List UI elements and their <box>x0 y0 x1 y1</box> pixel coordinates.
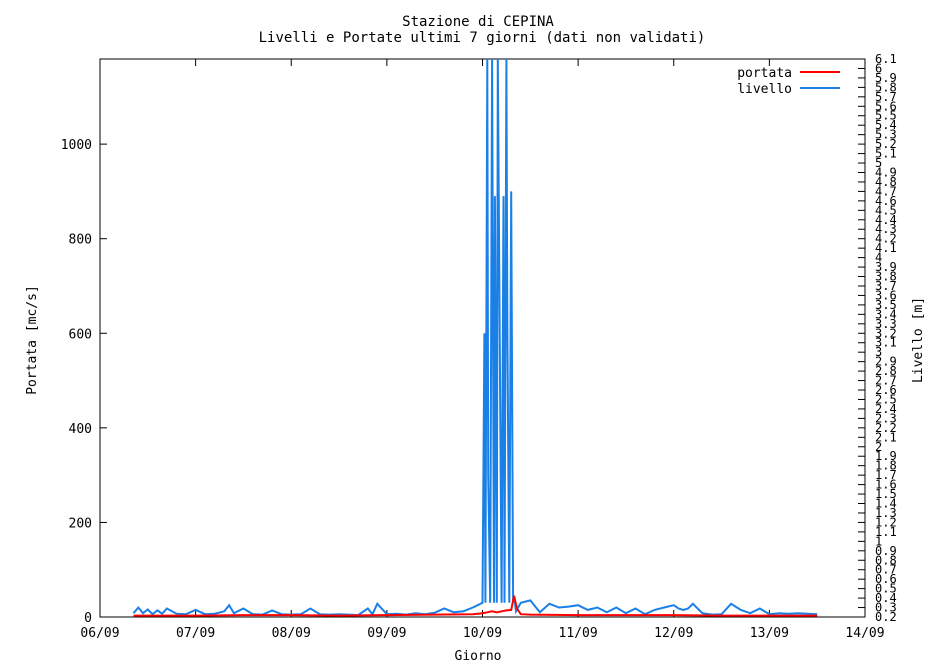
y2-tick-label: 3.2 <box>875 326 897 340</box>
y2-tick-label: 1.6 <box>875 478 897 492</box>
legend-label-portata: portata <box>737 66 792 81</box>
y2-tick-label: 5 <box>875 156 882 170</box>
y2-tick-label: 2.5 <box>875 392 897 406</box>
y2-tick-label: 1.2 <box>875 515 897 529</box>
y2-tick-label: 4.7 <box>875 184 897 198</box>
y2-tick-label: 3.9 <box>875 260 897 274</box>
y2-tick-label: 5.9 <box>875 71 897 85</box>
y2-tick-label: 2.3 <box>875 411 897 425</box>
y2-tick-label: 5.2 <box>875 137 897 151</box>
y-tick-label: 400 <box>69 422 92 437</box>
y2-tick-label: 0.8 <box>875 553 897 567</box>
y2-tick-label: 1.1 <box>875 525 897 539</box>
y2-tick-label: 6 <box>875 61 882 75</box>
y2-tick-label: 1.8 <box>875 459 897 473</box>
y2-tick-label: 3.3 <box>875 317 897 331</box>
chart-title: Stazione di CEPINA <box>402 14 554 30</box>
y2-axis-label: Livello [m] <box>911 297 926 383</box>
y2-tick-label: 5.1 <box>875 147 897 161</box>
y2-tick-label: 0.5 <box>875 582 897 596</box>
y2-tick-label: 5.6 <box>875 99 897 113</box>
left-axis: 0 200 400 600 800 1000 <box>61 138 107 626</box>
y-tick-label: 600 <box>69 327 92 342</box>
y2-tick-label: 5.7 <box>875 90 897 104</box>
x-tick-label: 14/09 <box>845 626 884 641</box>
right-axis: 0.20.30.40.50.60.70.80.911.11.21.31.41.5… <box>858 52 897 624</box>
y-tick-label: 0 <box>84 611 92 626</box>
x-tick-label: 07/09 <box>176 626 215 641</box>
y-tick-label: 200 <box>69 516 92 531</box>
y2-tick-label: 3.4 <box>875 307 897 321</box>
y2-tick-label: 3.7 <box>875 279 897 293</box>
y-tick-label: 1000 <box>61 138 92 153</box>
y2-tick-label: 0.9 <box>875 544 897 558</box>
x-tick-label: 06/09 <box>80 626 119 641</box>
y2-tick-label: 1.4 <box>875 497 897 511</box>
y2-tick-label: 1 <box>875 534 882 548</box>
x-tick-label: 11/09 <box>559 626 598 641</box>
y2-tick-label: 0.3 <box>875 601 897 615</box>
x-axis: 06/09 07/09 08/09 09/09 10/09 11/09 12/09 13/09… <box>80 59 885 641</box>
chart-subtitle: Livelli e Portate ultimi 7 giorni (dati … <box>259 30 706 46</box>
y2-tick-label: 4.2 <box>875 232 897 246</box>
y2-tick-label: 2.7 <box>875 374 897 388</box>
y2-tick-label: 4.6 <box>875 194 897 208</box>
y2-tick-label: 5.3 <box>875 128 897 142</box>
y2-tick-label: 0.7 <box>875 563 897 577</box>
y2-tick-label: 0.6 <box>875 572 897 586</box>
y2-tick-label: 0.4 <box>875 591 897 605</box>
y2-tick-label: 2.4 <box>875 402 897 416</box>
x-tick-label: 12/09 <box>654 626 693 641</box>
x-axis-label: Giorno <box>455 649 502 664</box>
series-line-portata <box>133 595 818 617</box>
y2-tick-label: 4.3 <box>875 222 897 236</box>
y-tick-label: 800 <box>69 233 92 248</box>
y2-tick-label: 3 <box>875 345 882 359</box>
y2-tick-label: 2.9 <box>875 355 897 369</box>
y2-tick-label: 4 <box>875 251 882 265</box>
y2-tick-label: 2.2 <box>875 421 897 435</box>
y2-tick-label: 2.6 <box>875 383 897 397</box>
series-line-livello <box>132 58 818 617</box>
x-tick-label: 08/09 <box>272 626 311 641</box>
y2-tick-label: 3.5 <box>875 298 897 312</box>
y-axis-label: Portata [mc/s] <box>25 285 40 395</box>
y2-tick-label: 4.9 <box>875 165 897 179</box>
x-tick-label: 09/09 <box>367 626 406 641</box>
y2-tick-label: 2 <box>875 440 882 454</box>
series-layer <box>132 58 818 617</box>
y2-tick-label: 3.8 <box>875 270 897 284</box>
y2-tick-label: 1.7 <box>875 468 897 482</box>
legend: portata livello <box>737 66 840 97</box>
y2-tick-label: 6.1 <box>875 52 897 66</box>
y2-tick-label: 1.5 <box>875 487 897 501</box>
y2-tick-label: 4.8 <box>875 175 897 189</box>
y2-tick-label: 4.4 <box>875 213 897 227</box>
y2-tick-label: 4.5 <box>875 203 897 217</box>
x-tick-label: 13/09 <box>750 626 789 641</box>
y2-tick-label: 2.8 <box>875 364 897 378</box>
y2-tick-label: 2.1 <box>875 430 897 444</box>
y2-tick-label: 5.8 <box>875 80 897 94</box>
y2-tick-label: 5.5 <box>875 109 897 123</box>
y2-tick-label: 1.9 <box>875 449 897 463</box>
x-tick-label: 10/09 <box>463 626 502 641</box>
y2-tick-label: 3.6 <box>875 288 897 302</box>
legend-label-livello: livello <box>737 82 792 97</box>
y2-tick-label: 5.4 <box>875 118 897 132</box>
y2-tick-label: 0.2 <box>875 610 897 624</box>
y2-tick-label: 4.1 <box>875 241 897 255</box>
y2-tick-label: 3.1 <box>875 336 897 350</box>
y2-tick-label: 1.3 <box>875 506 897 520</box>
